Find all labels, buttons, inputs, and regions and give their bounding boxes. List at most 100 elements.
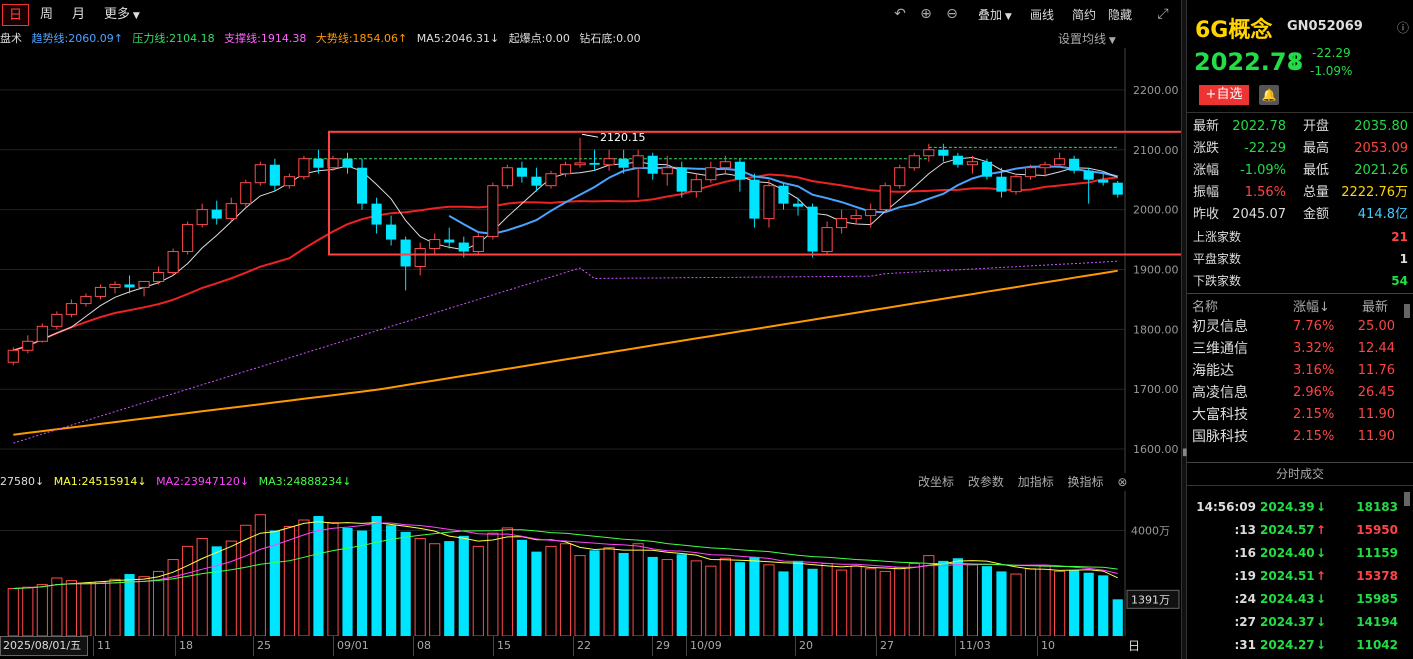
candle-body [94, 286, 107, 297]
quote-stats: 最新 2022.78 开盘 2035.80 涨跌 -22.29 最高 2053.09 涨幅 -1.… [1193, 116, 1408, 226]
collapse-handle[interactable]: ▮ [1182, 447, 1188, 458]
stock-pct: 7.76% [1293, 319, 1335, 334]
volume-bar [1098, 575, 1109, 636]
chevron-down-icon: ▼ [1002, 12, 1012, 22]
set-ma-dropdown[interactable]: 设置均线 ▼ [1058, 30, 1116, 50]
tab-month[interactable]: 月 [72, 7, 86, 22]
ma20-line [13, 173, 1118, 352]
annotation-label: 2120.15 [600, 131, 646, 144]
volume-bar [705, 565, 717, 636]
candle-body [429, 239, 441, 250]
volume-bar [167, 559, 179, 636]
undo-icon[interactable]: ↶ [894, 6, 906, 22]
tick-volume: 18183 [1356, 500, 1398, 514]
volume-tick-label: 4000万 [1131, 525, 1170, 538]
list-header-name[interactable]: 名称 [1192, 300, 1219, 315]
list-item[interactable]: 大富科技 2.15% 11.90 [1192, 404, 1397, 426]
candle-body [80, 295, 92, 305]
volume-bar [545, 545, 557, 636]
price-tick-label: 1700.00 [1133, 383, 1179, 396]
volume-bar [109, 578, 121, 636]
ticks-scrollbar[interactable] [1404, 492, 1410, 506]
candlestick-chart[interactable]: 2200.00 2100.00 2000.00 1900.00 1800.00 1700.… [0, 48, 1181, 473]
candle-body [458, 242, 469, 252]
add-indicator-button[interactable]: 加指标 [1017, 475, 1054, 489]
list-item[interactable]: 初灵信息 7.76% 25.00 [1192, 316, 1397, 338]
count-value: 21 [1391, 230, 1408, 244]
chart-toolbar: 日 周 月 更多 ▼ ↶ ⊕ ⊖ 叠加 ▼ 画线 简约 隐藏 ⤢ [0, 0, 1181, 30]
list-header-pct[interactable]: 涨幅↓ [1293, 300, 1330, 315]
price-tick-label: 1600.00 [1133, 443, 1179, 456]
volume-bar [444, 541, 455, 636]
panel-splitter[interactable] [1181, 0, 1187, 659]
list-item[interactable]: 海能达 3.16% 11.76 [1192, 360, 1397, 382]
list-item[interactable]: 高凌信息 2.96% 26.45 [1192, 382, 1397, 404]
zoom-out-icon[interactable]: ⊖ [946, 6, 958, 22]
candle-body [1083, 170, 1094, 180]
list-item[interactable]: 三维通信 3.32% 12.44 [1192, 338, 1397, 360]
bell-icon[interactable]: 🔔 [1259, 85, 1279, 105]
volume-bar [908, 563, 920, 636]
candle-body [211, 209, 222, 219]
count-label: 平盘家数 [1193, 252, 1242, 266]
tick-volume: 11042 [1356, 638, 1398, 652]
price-change: -22.29 [1312, 46, 1351, 60]
candle-body [444, 239, 455, 243]
volume-bar [574, 555, 586, 636]
stat-label: 最新 [1193, 119, 1220, 134]
candle-body [705, 167, 717, 181]
volume-bar [240, 524, 252, 636]
support-line-value: 支撑线:1914.38 [224, 32, 307, 45]
constituent-list: 初灵信息 7.76% 25.00 三维通信 3.32% 12.44 海能达 3.16% 11.7… [1192, 316, 1397, 448]
stock-name: 初灵信息 [1192, 319, 1248, 335]
index-name: 6G概念 [1195, 18, 1273, 43]
candle-body [254, 164, 266, 184]
list-header-price[interactable]: 最新 [1362, 300, 1389, 315]
candle-body [865, 209, 877, 217]
list-item[interactable]: 国脉科技 2.15% 11.90 [1192, 426, 1397, 448]
switch-indicator-button[interactable]: 换指标 [1067, 475, 1104, 489]
more-dropdown[interactable]: 更多 ▼ [98, 4, 146, 26]
volume-bar [865, 568, 877, 636]
candle-body [65, 303, 77, 315]
close-icon[interactable]: ⊗ [1117, 475, 1128, 489]
count-label: 下跌家数 [1193, 274, 1242, 288]
candle-body [908, 155, 920, 169]
volume-bar [80, 582, 92, 636]
info-icon[interactable]: ⓘ [1397, 21, 1410, 35]
zoom-in-icon[interactable]: ⊕ [920, 6, 932, 22]
change-axis-button[interactable]: 改坐标 [918, 475, 955, 489]
volume-bar [1112, 599, 1123, 636]
vol-ma3: MA3:24888234↓ [258, 475, 352, 488]
candle-body [879, 185, 891, 211]
breadth-counts: 上涨家数 21 平盘家数 1 下跌家数 54 [1193, 226, 1408, 292]
count-label: 上涨家数 [1193, 230, 1242, 244]
simple-button[interactable]: 简约 [1072, 8, 1097, 22]
index-code: GN052069 [1287, 19, 1363, 34]
stat-row: 最新 2022.78 开盘 2035.80 [1193, 116, 1408, 138]
volume-bar [400, 531, 411, 636]
hide-button[interactable]: 隐藏 [1108, 8, 1133, 22]
change-param-button[interactable]: 改参数 [967, 475, 1004, 489]
overlay-label: 叠加 [978, 8, 1003, 22]
add-watchlist-button[interactable]: +自选 [1199, 85, 1249, 105]
overlay-dropdown[interactable]: 叠加 ▼ [978, 5, 1012, 27]
tick-volume: 15378 [1356, 569, 1398, 583]
draw-line-button[interactable]: 画线 [1030, 8, 1055, 22]
fullscreen-icon[interactable]: ⤢ [1157, 6, 1169, 22]
tab-day[interactable]: 日 [2, 4, 30, 26]
candle-body [952, 155, 963, 165]
candle-body [1069, 158, 1080, 171]
list-scrollbar[interactable] [1404, 304, 1410, 318]
tick-direction-icon: ↓ [1316, 592, 1327, 606]
stat-label: 最高 [1303, 141, 1330, 156]
volume-chart[interactable]: 4000万 1391万 [0, 491, 1181, 636]
candle-body [400, 239, 411, 267]
volume-bar [371, 516, 382, 636]
tab-week[interactable]: 周 [40, 7, 54, 22]
volume-bar [952, 558, 963, 636]
tick-price: 2024.57 [1260, 523, 1315, 537]
big-trend-line [13, 269, 1118, 436]
volume-bar [342, 527, 353, 636]
candle-body [182, 224, 194, 253]
